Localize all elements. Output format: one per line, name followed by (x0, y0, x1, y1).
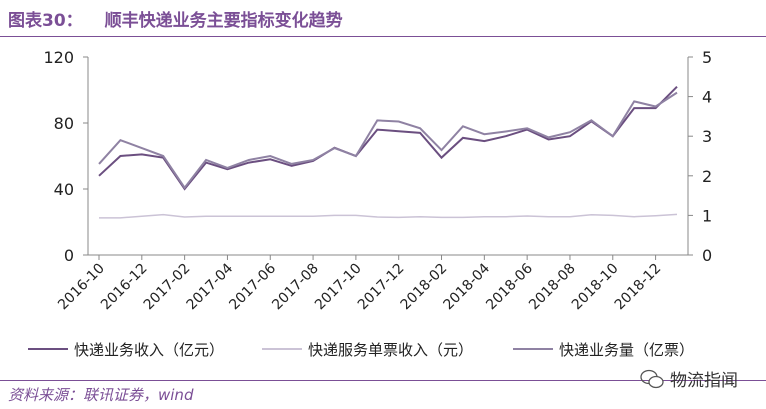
title-text: 顺丰快递业务主要指标变化趋势 (104, 11, 343, 31)
y-tick-label-right: 5 (702, 48, 712, 67)
y-tick-label-right: 4 (702, 88, 712, 107)
x-tick-label: 2016-12 (98, 261, 151, 314)
watermark: 物流指闻 (640, 366, 738, 391)
x-tick-label: 2017-10 (312, 261, 365, 314)
x-tick-label: 2018-08 (526, 261, 579, 314)
x-tick-label: 2017-02 (141, 261, 194, 314)
x-tick-label: 2017-08 (269, 261, 322, 314)
series-line-0 (98, 85, 678, 191)
source-note: 资料来源：联讯证券，wind (8, 386, 194, 404)
x-tick-label: 2017-12 (355, 261, 408, 314)
legend-label: 快递服务单票收入（元） (308, 341, 473, 359)
y-tick-label-left: 120 (43, 48, 74, 67)
series-line-2 (98, 91, 678, 190)
x-tick-label: 2016-10 (55, 261, 108, 314)
y-tick-label-right: 1 (702, 206, 712, 225)
y-tick-label-left: 80 (54, 114, 74, 133)
divider (0, 380, 766, 381)
series-line-1 (99, 213, 678, 219)
y-tick-label-left: 40 (54, 180, 74, 199)
legend-label: 快递业务收入（亿元） (74, 341, 224, 359)
chart-title: 图表30： 顺丰快递业务主要指标变化趋势 (8, 6, 343, 31)
y-tick-label-right: 3 (702, 127, 712, 146)
x-tick-label: 2018-12 (612, 261, 665, 314)
y-tick-label-right: 0 (702, 246, 712, 265)
figure-label: 图表30： (8, 11, 83, 31)
legend-label: 快递业务量（亿票） (559, 341, 694, 359)
y-tick-label-right: 2 (702, 167, 712, 186)
divider (0, 36, 766, 37)
wechat-icon (640, 369, 664, 388)
watermark-text: 物流指闻 (670, 371, 738, 391)
x-tick-label: 2018-10 (569, 261, 622, 314)
y-tick-label-left: 0 (64, 246, 74, 265)
x-tick-label: 2018-02 (398, 261, 451, 314)
